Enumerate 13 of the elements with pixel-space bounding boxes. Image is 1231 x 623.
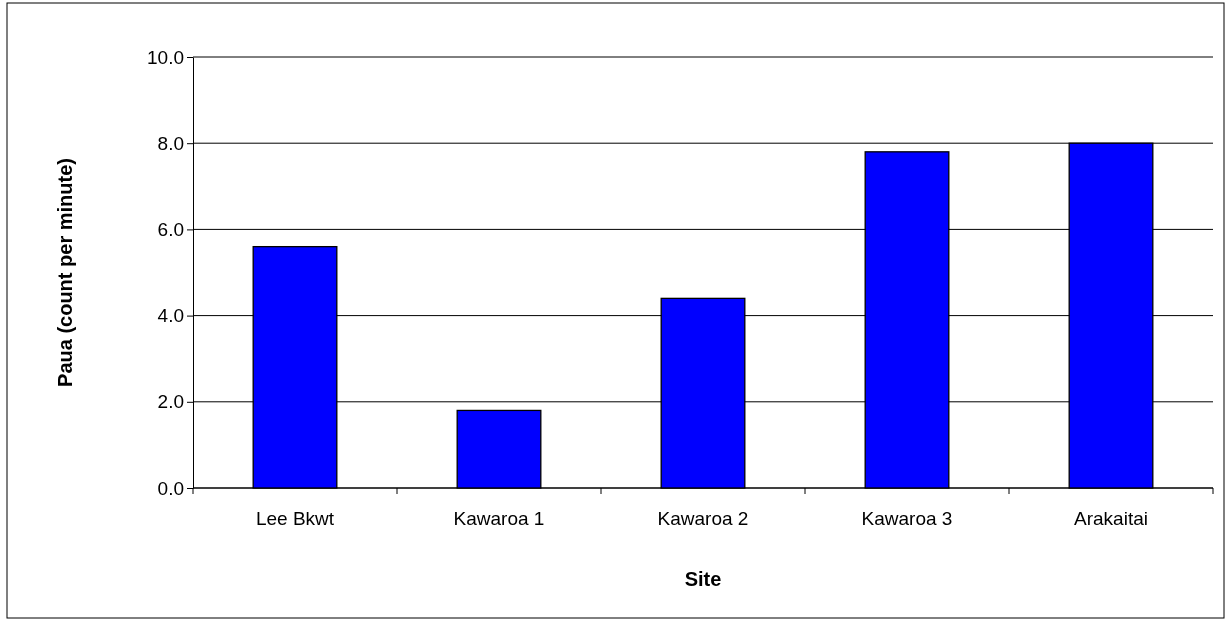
y-tick-label: 10.0	[147, 46, 184, 68]
x-tick-label: Kawaroa 1	[453, 508, 545, 529]
x-axis-title: Site	[684, 568, 722, 590]
x-tick-label: Kawaroa 2	[657, 508, 749, 529]
y-tick-label: 4.0	[157, 305, 184, 327]
y-tick-label: 0.0	[157, 477, 184, 499]
y-tick-label: 2.0	[157, 391, 184, 413]
x-tick-label: Lee Bkwt	[255, 508, 335, 529]
y-tick-label: 8.0	[157, 132, 184, 154]
x-tick-label: Arakaitai	[1074, 508, 1148, 529]
y-axis-title: Paua (count per minute)	[54, 158, 76, 387]
y-tick-label: 6.0	[157, 218, 184, 240]
x-tick-label: Kawaroa 3	[861, 508, 953, 529]
